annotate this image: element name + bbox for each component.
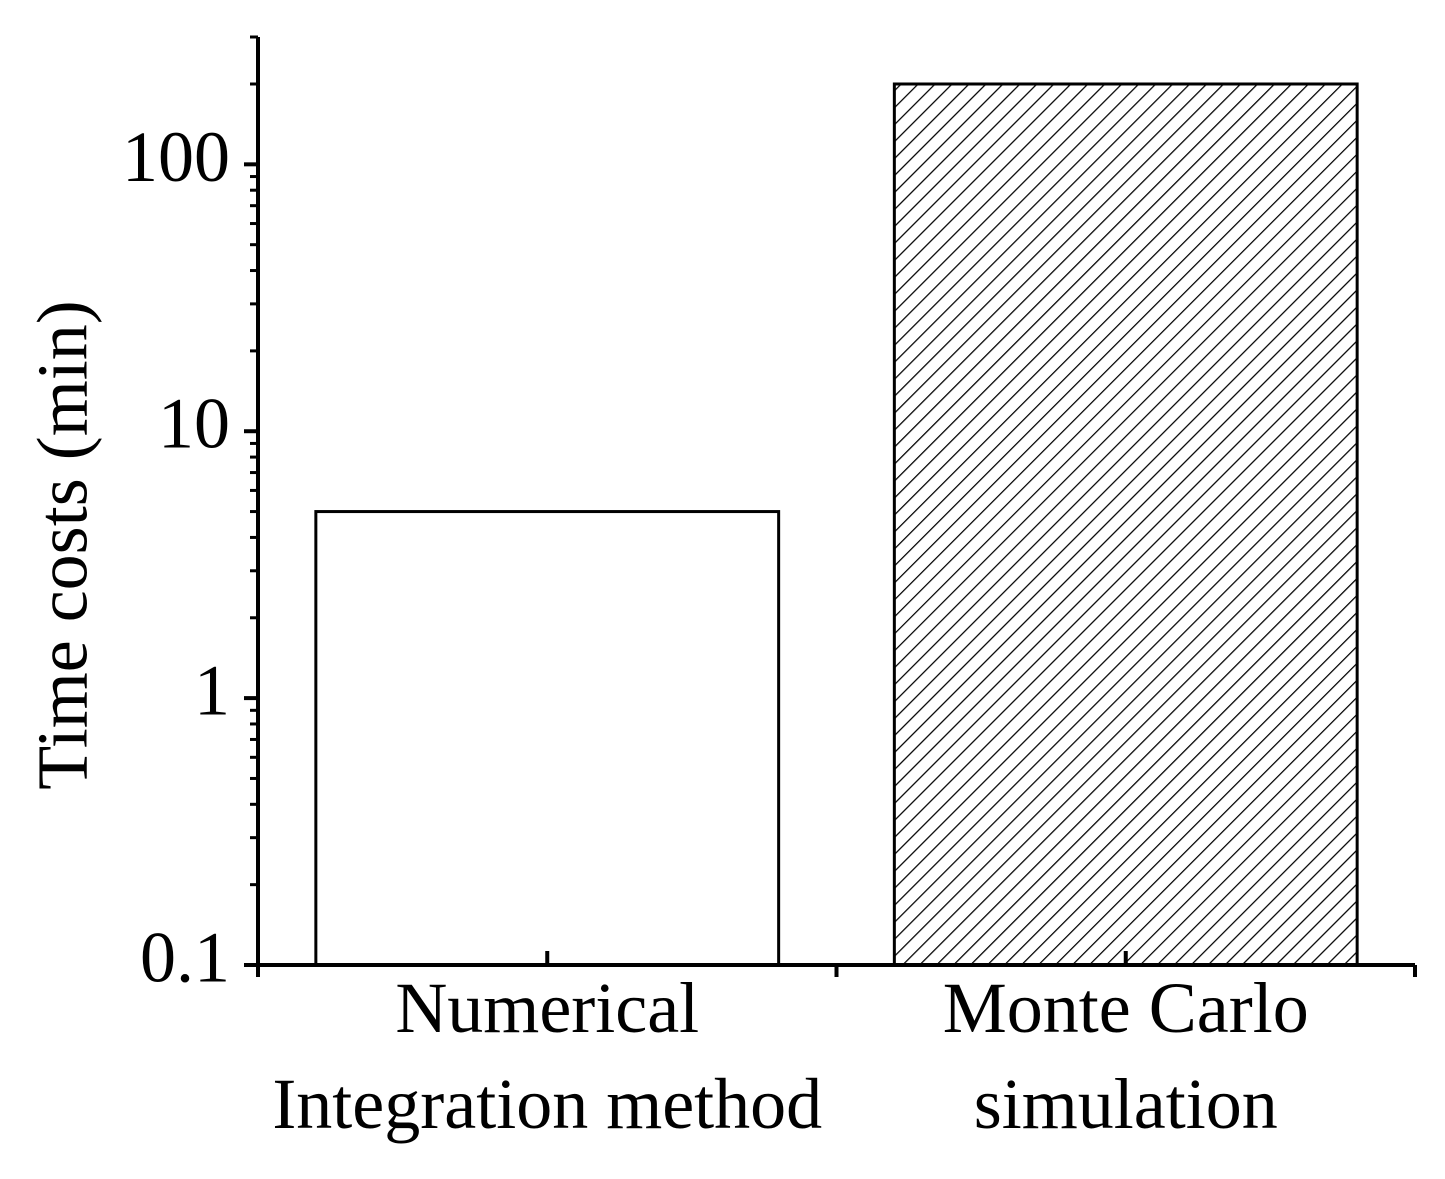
y-axis-label: Time costs (min) <box>23 300 103 789</box>
x-tick-label: Monte Carlo simulation <box>943 968 1309 1144</box>
y-tick-label: 1 <box>194 651 230 731</box>
y-tick-label: 0.1 <box>140 918 230 998</box>
y-tick-label: 10 <box>158 384 230 464</box>
x-tick-label: Numerical Integration method <box>272 968 822 1144</box>
y-tick-label: 100 <box>122 117 230 197</box>
bar <box>314 510 781 967</box>
bar <box>892 82 1359 967</box>
